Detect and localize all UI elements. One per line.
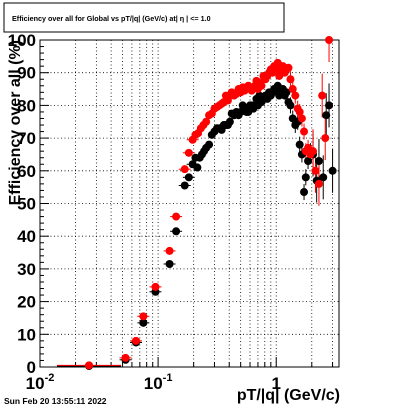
black-series-point — [286, 101, 295, 110]
red-series-point — [295, 107, 304, 116]
red-series-point — [291, 91, 300, 100]
red-series-point — [321, 134, 330, 143]
y-tick-label: 30 — [17, 260, 36, 279]
y-tick-label: 80 — [17, 96, 36, 115]
black-series-point — [322, 111, 331, 120]
red-series-point — [151, 282, 160, 291]
red-series-point — [286, 75, 295, 84]
black-series-point — [184, 173, 193, 182]
red-series-point — [297, 114, 306, 123]
data-points — [85, 36, 337, 371]
red-series-point — [85, 361, 94, 370]
red-series-point — [288, 85, 297, 94]
red-series-point — [165, 246, 174, 255]
black-series-point — [205, 140, 214, 149]
black-series-point — [314, 156, 323, 165]
y-tick-label: 0 — [27, 358, 36, 377]
red-series-point — [284, 63, 293, 72]
y-tick-label: 90 — [17, 64, 36, 83]
black-series-point — [139, 318, 148, 327]
red-series-point — [311, 166, 320, 175]
red-series-point — [325, 36, 334, 44]
red-series-point — [257, 81, 266, 90]
black-series-point — [172, 227, 181, 236]
black-series-point — [328, 166, 337, 175]
title-box — [3, 2, 285, 33]
y-tick-label: 70 — [17, 129, 36, 148]
y-tick-label: 40 — [17, 227, 36, 246]
red-series-point — [318, 91, 327, 100]
x-tick-label: 10-1 — [144, 372, 173, 393]
red-series-point — [314, 179, 323, 188]
red-series-point — [202, 117, 211, 126]
red-series-point — [309, 147, 318, 156]
y-tick-labels: 0 10 20 30 40 50 60 70 80 90 100 — [8, 31, 36, 377]
chart-title: Efficiency over all for Global vs pT/|q|… — [12, 14, 211, 23]
red-series-point — [121, 353, 130, 362]
y-tick-label: 60 — [17, 162, 36, 181]
y-tick-label: 10 — [17, 325, 36, 344]
black-series-point — [225, 117, 234, 126]
red-series-point — [184, 148, 193, 157]
y-tick-label: 50 — [17, 195, 36, 214]
x-tick-labels: 10-2 10-1 1 — [26, 372, 281, 393]
x-tick-label: 1 — [271, 374, 280, 393]
black-series-point — [180, 181, 189, 190]
x-axis-title: pT/|q| (GeV/c) — [237, 387, 340, 404]
red-series-point — [180, 165, 189, 174]
footer-timestamp: Sun Feb 20 13:55:11 2022 — [4, 396, 107, 406]
y-axis-title: Efficiency over all (%) — [7, 40, 24, 205]
red-series-point — [300, 127, 309, 136]
black-series-point — [301, 173, 310, 182]
red-series-point — [139, 312, 148, 321]
red-series-point — [132, 336, 141, 345]
y-tick-label: 100 — [8, 31, 36, 50]
black-series-point — [295, 140, 304, 149]
black-series-point — [300, 188, 309, 197]
red-series-point — [172, 212, 181, 221]
black-series-point — [319, 173, 328, 182]
x-tick-label: 10-2 — [26, 372, 55, 393]
black-series-point — [282, 88, 291, 97]
axis-ticks — [40, 39, 334, 368]
grid-lines — [40, 40, 339, 367]
y-tick-label: 20 — [17, 293, 36, 312]
black-series-point — [165, 259, 174, 268]
black-series-point — [193, 163, 202, 172]
black-series-point — [304, 156, 313, 165]
black-series-point — [325, 101, 334, 110]
